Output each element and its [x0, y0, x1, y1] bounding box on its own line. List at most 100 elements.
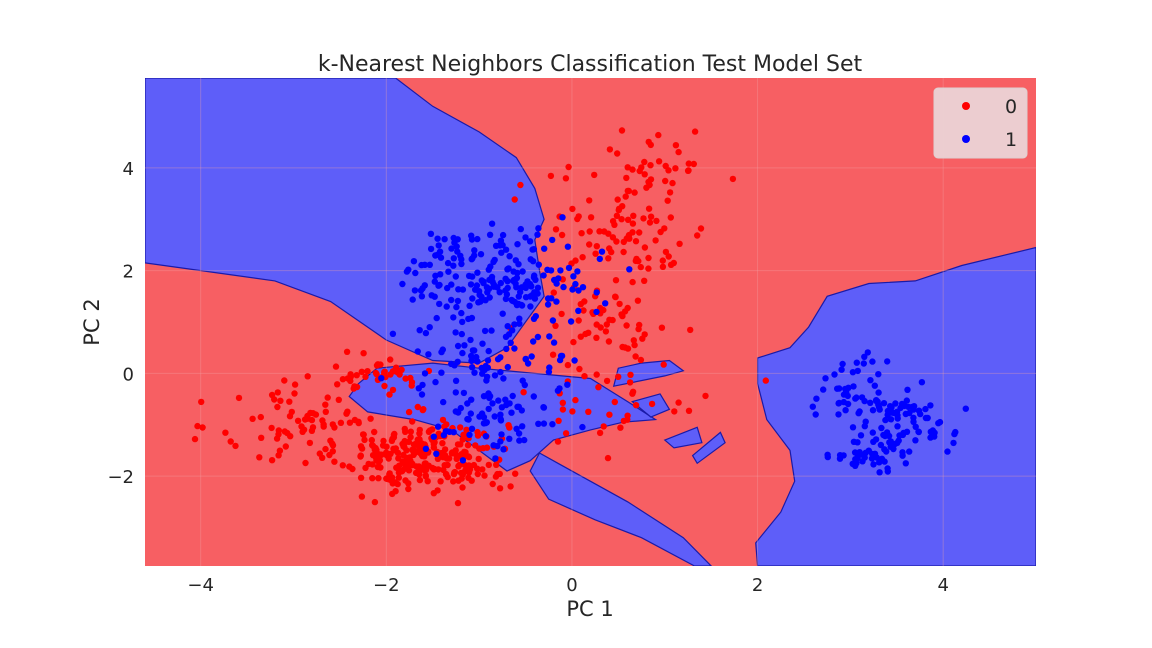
- class-1-point: [431, 293, 438, 300]
- class-0-point: [587, 214, 595, 221]
- class-1-point: [812, 411, 819, 418]
- class-1-point: [443, 303, 450, 310]
- class-0-point: [294, 417, 302, 424]
- class-1-point: [882, 416, 889, 424]
- class-1-point: [513, 425, 520, 432]
- class-0-point: [334, 381, 341, 388]
- class-1-point: [485, 405, 492, 413]
- class-0-point: [570, 338, 577, 346]
- class-0-point: [690, 160, 697, 168]
- x-axis-ticks: −4 −2 0 2 4: [187, 575, 949, 596]
- class-0-point: [603, 321, 610, 328]
- class-1-point: [468, 232, 475, 239]
- class-0-point: [653, 217, 660, 225]
- class-0-point: [302, 459, 309, 467]
- class-1-point: [519, 423, 526, 430]
- class-0-point: [351, 383, 358, 390]
- class-1-point: [497, 411, 504, 418]
- class-1-point: [450, 255, 457, 262]
- class-0-point: [331, 458, 338, 465]
- class-1-point: [550, 339, 558, 346]
- class-0-point: [581, 298, 588, 305]
- class-0-point: [694, 232, 701, 239]
- class-1-point: [838, 366, 845, 373]
- class-0-point: [415, 448, 422, 456]
- class-0-point: [496, 485, 504, 492]
- class-1-point: [467, 281, 475, 288]
- class-1-point: [850, 438, 858, 445]
- class-0-point: [630, 337, 637, 344]
- class-0-point: [609, 234, 617, 241]
- class-0-point: [572, 257, 579, 264]
- class-0-point: [667, 261, 675, 268]
- class-1-point: [519, 268, 526, 275]
- class-0-point: [506, 424, 513, 431]
- class-1-region-island: [691, 431, 726, 465]
- class-0-point: [580, 307, 587, 314]
- class-0-point: [626, 379, 634, 386]
- class-1-point: [540, 420, 548, 427]
- class-0-point: [407, 433, 414, 441]
- class-0-point: [320, 421, 327, 428]
- class-1-point: [489, 400, 496, 407]
- legend: 0 1: [933, 87, 1028, 159]
- class-1-point: [897, 404, 904, 412]
- class-1-point: [452, 377, 460, 384]
- class-1-point: [491, 413, 498, 420]
- class-1-point: [454, 297, 462, 305]
- class-1-point: [944, 448, 951, 455]
- x-axis-label: PC 1: [566, 597, 613, 621]
- class-0-point: [632, 353, 639, 360]
- class-0-point: [304, 415, 311, 422]
- class-1-point: [871, 450, 879, 457]
- class-0-point: [629, 388, 637, 395]
- class-1-point: [924, 414, 931, 422]
- class-1-point: [454, 248, 461, 255]
- class-1-point: [415, 385, 422, 392]
- class-1-point: [492, 455, 499, 462]
- class-0-point: [337, 419, 345, 426]
- class-1-point: [422, 329, 430, 337]
- class-0-point: [565, 163, 572, 171]
- class-0-point: [550, 289, 557, 296]
- class-1-point: [399, 280, 406, 288]
- class-1-point: [471, 369, 478, 376]
- class-1-point: [912, 437, 919, 444]
- class-0-point: [308, 427, 316, 434]
- class-0-point: [624, 164, 631, 171]
- class-0-point: [666, 189, 674, 196]
- y-tick-label: 2: [123, 262, 134, 283]
- class-0-point: [375, 475, 382, 482]
- class-0-point: [367, 415, 374, 422]
- class-0-point: [702, 392, 709, 400]
- class-1-point: [836, 455, 844, 462]
- class-0-point: [558, 231, 566, 239]
- class-0-point: [687, 326, 694, 334]
- class-1-point: [483, 419, 490, 426]
- class-0-point: [474, 428, 481, 436]
- class-0-point: [288, 408, 295, 416]
- class-1-point: [518, 301, 525, 309]
- class-1-point: [459, 457, 467, 464]
- class-0-point: [299, 428, 306, 435]
- class-0-point: [390, 431, 398, 439]
- y-tick-label: −2: [107, 467, 134, 488]
- class-1-point: [503, 345, 510, 353]
- class-0-point: [575, 317, 582, 324]
- class-1-point: [481, 327, 489, 335]
- class-1-point: [531, 289, 538, 296]
- class-1-point: [421, 370, 429, 377]
- class-1-point: [459, 286, 467, 293]
- class-1-point: [497, 416, 504, 423]
- class-0-point: [409, 418, 416, 425]
- class-1-point: [469, 255, 476, 262]
- class-1-point: [506, 400, 513, 407]
- class-0-point: [652, 237, 659, 244]
- class-1-point: [497, 438, 504, 445]
- class-0-point: [606, 411, 613, 418]
- class-0-point: [512, 470, 519, 477]
- class-0-point: [298, 423, 305, 430]
- class-0-point: [605, 338, 613, 345]
- class-1-point: [877, 441, 885, 449]
- class-1-point: [461, 342, 468, 349]
